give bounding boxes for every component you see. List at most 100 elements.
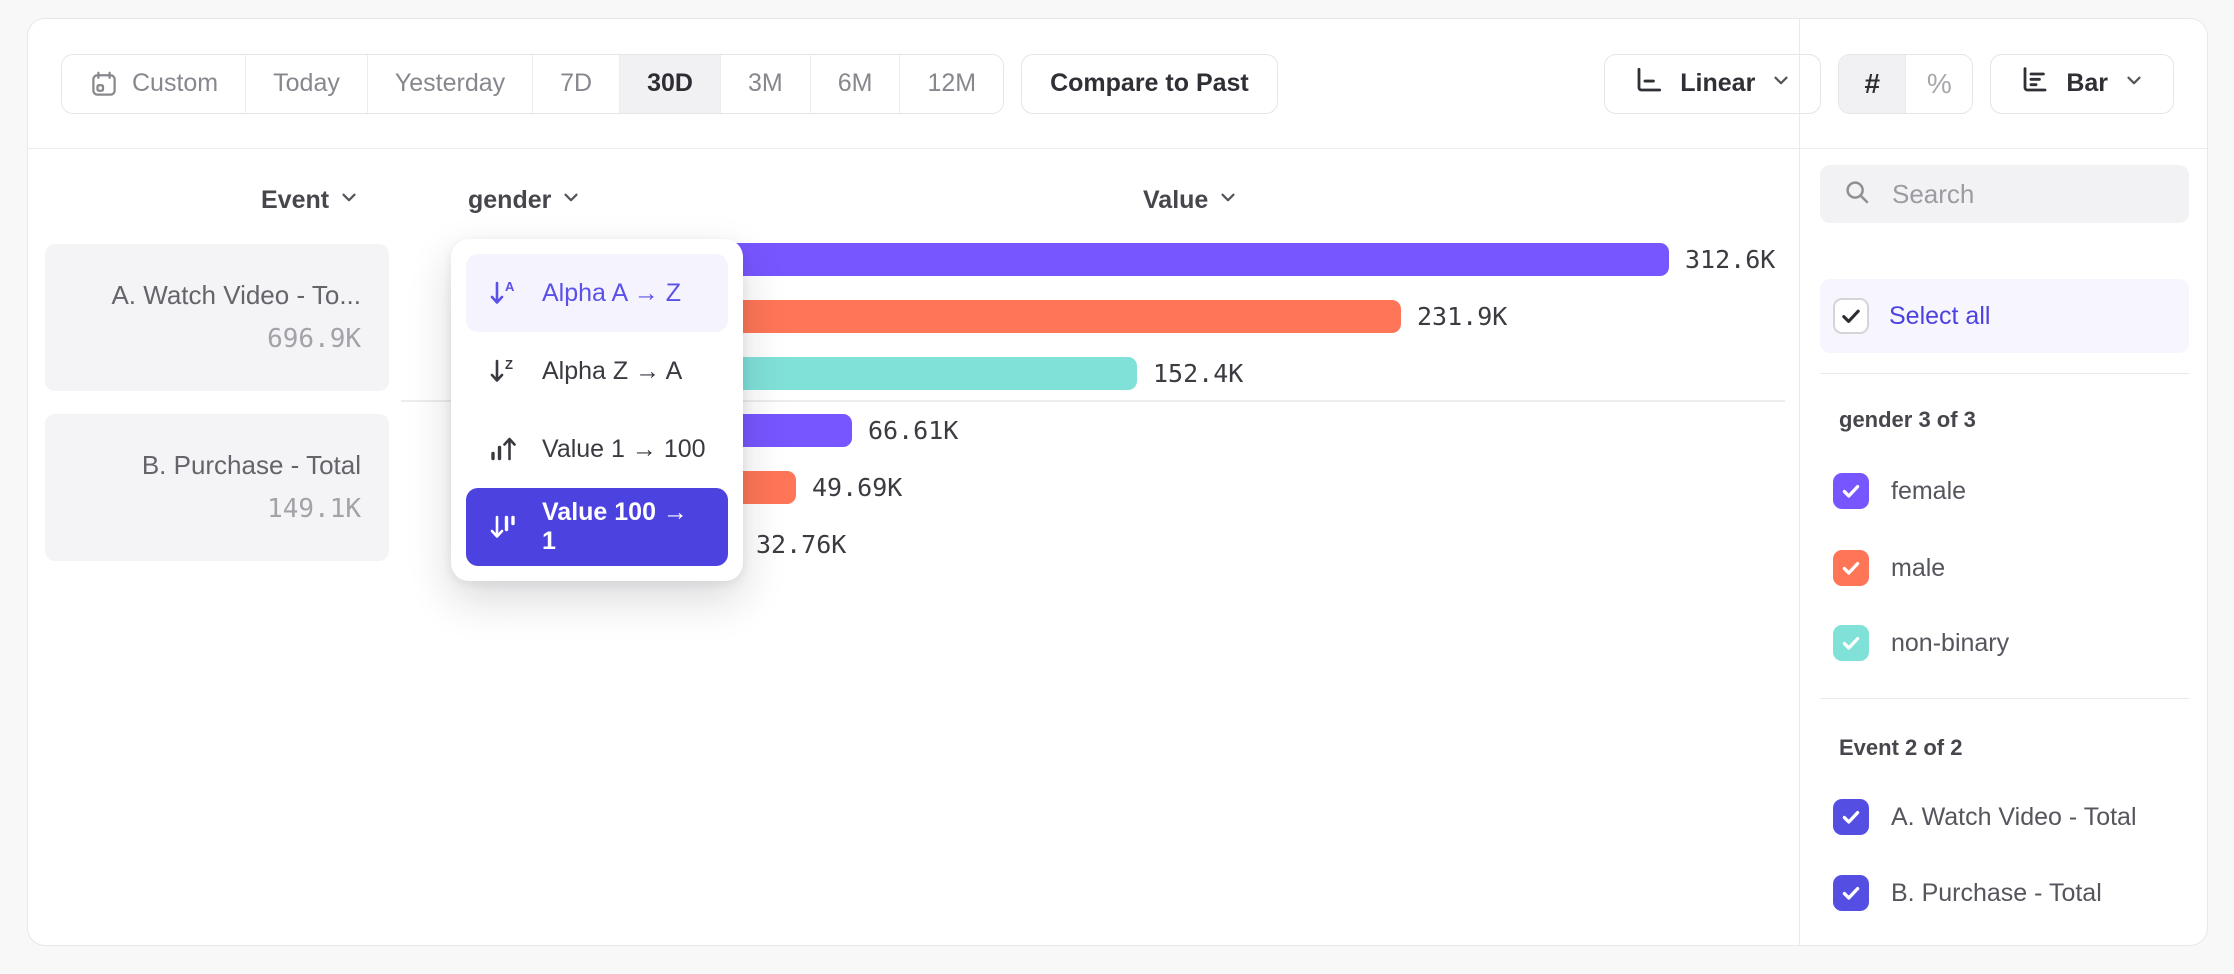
chart-type-selector-button[interactable]: Bar [1990,53,2174,114]
date-range-label: Today [273,69,340,97]
filter-row-female[interactable]: female [1833,473,1966,509]
event-card-name: A. Watch Video - To... [111,280,361,310]
chevron-down-icon [1770,69,1792,98]
date-range-label: 30D [647,69,693,97]
date-range-label: 12M [927,69,977,97]
filter-label: female [1891,476,1967,505]
date-range-label: 3M [747,69,783,97]
column-header-value[interactable]: Value [1143,179,1239,221]
bar-value-label: 66.61K [868,416,959,445]
filter-label: male [1891,553,1946,582]
scale-selector-button[interactable]: Linear [1604,53,1822,114]
chevron-down-icon [338,186,360,215]
date-range-6m[interactable]: 6M [809,54,900,113]
filter-row-b-purchase-total[interactable]: B. Purchase - Total [1833,875,2102,911]
date-range-segmented-control: Custom Today Yesterday 7D 30D 3M 6M 12M [61,53,1005,114]
sort-option-value-1-100[interactable]: Value 1 → 100 [466,410,728,488]
filter-checkbox-non-binary[interactable] [1833,625,1869,661]
column-header-event-label: Event [261,185,330,214]
date-range-label: Yesterday [394,69,506,97]
section-header-gender-3-of-3: gender 3 of 3 [1839,407,1976,432]
bar-value-label: 231.9K [1417,302,1508,331]
sort-option-label: Alpha A → Z [542,278,681,307]
chevron-down-icon [2123,69,2145,98]
compare-to-past-button[interactable]: Compare to Past [1021,53,1278,114]
report-card: Custom Today Yesterday 7D 30D 3M 6M 12M Compare… [27,18,2208,946]
filter-label: A. Watch Video - Total [1891,802,2137,831]
date-range-3m[interactable]: 3M [719,54,810,113]
sort-alpha-desc-icon: Z [486,353,522,389]
filter-row-male[interactable]: male [1833,550,1945,586]
section-header-event-2-of-2: Event 2 of 2 [1839,735,1963,760]
filter-checkbox-a-watch-video-total[interactable] [1833,799,1869,835]
sort-alpha-asc-icon: A [486,275,522,311]
number-mode-button[interactable]: # [1839,54,1906,113]
filter-label: B. Purchase - Total [1891,878,2102,907]
column-header-event[interactable]: Event [261,179,360,221]
svg-text:A: A [505,279,515,294]
date-range-label: Custom [132,69,219,97]
event-card-b-purchase-total[interactable]: B. Purchase - Total 149.1K [45,414,389,561]
event-card-total: 696.9K [267,324,361,354]
select-all-row[interactable]: Select all [1820,279,2189,353]
chart-type-selector-label: Bar [2066,69,2108,97]
sidebar-divider [1820,698,2189,699]
gender-sort-dropdown-menu: A Alpha A → Z Z Alpha Z → A Value 1 → 100 Val… [451,239,743,581]
date-range-label: 7D [560,69,593,97]
search-input[interactable] [1890,177,2144,211]
event-card-total: 149.1K [267,494,361,524]
filter-checkbox-female[interactable] [1833,473,1869,509]
date-range-label: 6M [837,69,873,97]
sort-value-asc-icon [486,431,522,467]
date-range-12m[interactable]: 12M [899,54,1004,113]
bar-chart-icon [2019,64,2051,103]
sort-option-label: Alpha Z → A [542,356,683,385]
bar-a-watch-video-total-female[interactable] [631,243,1669,276]
toolbar: Custom Today Yesterday 7D 30D 3M 6M 12M Compare… [28,19,2207,149]
linear-axis-icon [1633,64,1665,103]
chevron-down-icon [1217,186,1239,215]
filter-label: non-binary [1891,628,2010,657]
toolbar-right: Linear #% Bar [1604,53,2174,114]
svg-text:Z: Z [505,357,513,372]
filter-checkbox-b-purchase-total[interactable] [1833,875,1869,911]
legend-sidebar: Select all gender 3 of 3 female male non-bi… [1799,19,2208,945]
toolbar-left: Custom Today Yesterday 7D 30D 3M 6M 12M Compare… [61,53,1278,114]
event-card-a-watch-video-to[interactable]: A. Watch Video - To... 696.9K [45,244,389,391]
bar-value-label: 312.6K [1685,245,1776,274]
bar-value-label: 32.76K [756,530,847,559]
date-range-30d[interactable]: 30D [619,54,720,113]
filter-row-non-binary[interactable]: non-binary [1833,625,2009,661]
column-header-value-label: Value [1143,185,1209,214]
sort-option-alpha-a-z[interactable]: A Alpha A → Z [466,254,728,332]
search-icon [1842,177,1872,212]
scale-selector-label: Linear [1680,69,1756,97]
bar-value-label: 49.69K [812,473,903,502]
select-all-label: Select all [1889,301,1991,330]
event-card-name: B. Purchase - Total [141,450,361,480]
filter-row-a-watch-video-total[interactable]: A. Watch Video - Total [1833,799,2137,835]
sort-option-alpha-z-a[interactable]: Z Alpha Z → A [466,332,728,410]
sort-option-label: Value 100 → 1 [542,498,688,555]
sidebar-divider [1820,373,2189,374]
column-header-gender-label: gender [468,185,552,214]
chevron-down-icon [560,186,582,215]
column-header-gender[interactable]: gender [468,179,582,221]
percent-mode-button[interactable]: % [1905,54,1973,113]
filter-checkbox-male[interactable] [1833,550,1869,586]
legend-search-box [1820,165,2189,223]
bar-a-watch-video-total-male[interactable] [631,300,1401,333]
sort-value-desc-icon [486,509,522,545]
select-all-checkbox[interactable] [1833,298,1869,334]
date-range-today[interactable]: Today [245,54,367,113]
date-range-yesterday[interactable]: Yesterday [366,54,533,113]
date-range-custom[interactable]: Custom [62,54,246,113]
calendar-icon [89,69,119,99]
compare-to-past-label: Compare to Past [1050,69,1249,97]
sort-option-value-100-1[interactable]: Value 100 → 1 [466,488,728,566]
event-group-separator [401,400,1785,402]
date-range-7d[interactable]: 7D [532,54,620,113]
bar-value-label: 152.4K [1153,359,1244,388]
value-mode-segmented-control: #% [1838,53,1974,114]
